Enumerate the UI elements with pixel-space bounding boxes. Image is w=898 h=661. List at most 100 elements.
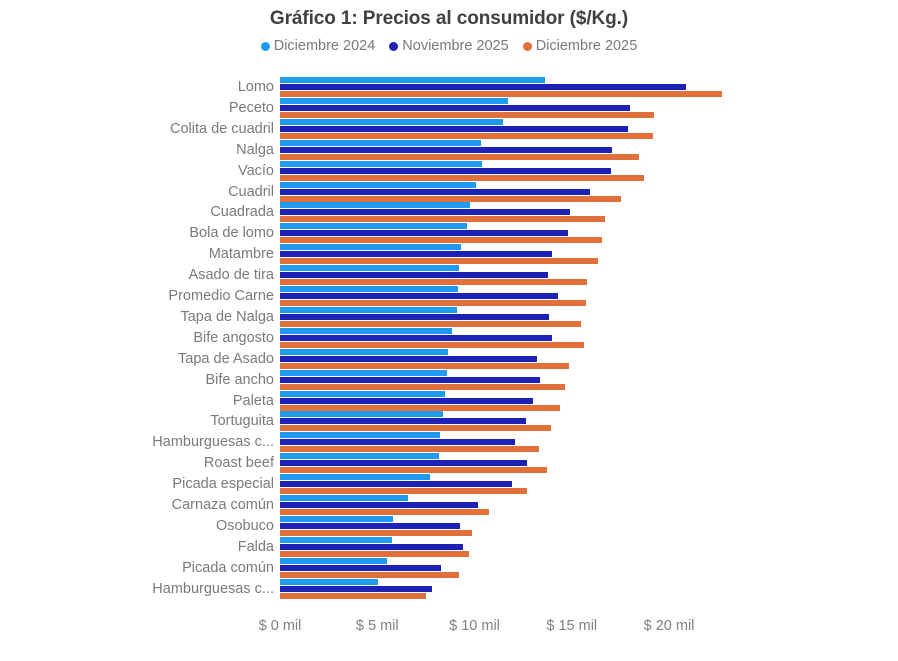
bar-2[interactable]	[280, 404, 561, 411]
chart-row: Picada especial	[0, 474, 898, 495]
chart-row: Cuadril	[0, 181, 898, 203]
bar-2[interactable]	[280, 111, 655, 118]
bar-0[interactable]	[280, 286, 458, 292]
bar-0[interactable]	[280, 202, 470, 209]
bar-2[interactable]	[280, 488, 527, 495]
bar-0[interactable]	[280, 432, 441, 439]
chart-row: Cuadrada	[0, 202, 898, 223]
bar-0[interactable]	[280, 390, 446, 397]
legend-item-2[interactable]: Diciembre 2025	[522, 38, 638, 54]
bar-1[interactable]	[280, 502, 479, 508]
bar-2[interactable]	[280, 91, 722, 97]
category-label: Picada especial	[172, 476, 274, 493]
category-label: Tortuguita	[210, 413, 274, 430]
bar-0[interactable]	[280, 97, 508, 104]
chart-legend: Diciembre 2024 Noviembre 2025 Diciembre 20…	[0, 38, 898, 54]
category-label: Falda	[237, 538, 274, 555]
bar-2[interactable]	[280, 279, 588, 286]
category-label: Asado de tira	[188, 267, 274, 284]
bar-0[interactable]	[280, 369, 448, 376]
bar-2[interactable]	[280, 529, 472, 536]
bar-0[interactable]	[280, 223, 467, 230]
bar-0[interactable]	[280, 557, 387, 564]
bar-1[interactable]	[280, 251, 553, 258]
bar-0[interactable]	[280, 244, 461, 251]
legend-swatch-icon	[260, 41, 270, 51]
chart-title: Gráfico 1: Precios al consumidor ($/Kg.)	[269, 8, 629, 29]
bar-0[interactable]	[280, 265, 459, 272]
chart-row: Promedio Carne	[0, 286, 898, 307]
category-label: Colita de cuadril	[170, 120, 274, 137]
bar-0[interactable]	[280, 160, 483, 167]
bar-2[interactable]	[280, 383, 565, 390]
bar-1[interactable]	[280, 209, 570, 216]
bar-2[interactable]	[280, 300, 587, 306]
bar-0[interactable]	[280, 474, 430, 481]
bar-1[interactable]	[280, 84, 686, 90]
bar-1[interactable]	[280, 293, 559, 299]
bar-2[interactable]	[280, 341, 585, 348]
category-label: Promedio Carne	[168, 288, 274, 304]
chart-row: Carnaza común	[0, 495, 898, 516]
bar-0[interactable]	[280, 327, 453, 334]
bar-0[interactable]	[280, 515, 393, 522]
legend-item-0[interactable]: Diciembre 2024	[260, 38, 376, 54]
bar-2[interactable]	[280, 425, 552, 432]
bar-2[interactable]	[280, 446, 539, 453]
bar-0[interactable]	[280, 77, 546, 83]
bar-0[interactable]	[280, 453, 440, 460]
legend-item-1[interactable]: Noviembre 2025	[389, 38, 509, 54]
bar-0[interactable]	[280, 306, 457, 313]
bar-2[interactable]	[280, 216, 605, 223]
legend-label: Diciembre 2025	[535, 38, 638, 54]
bar-2[interactable]	[280, 592, 426, 599]
bar-1[interactable]	[280, 188, 591, 195]
category-label: Bife ancho	[205, 371, 274, 388]
bar-0[interactable]	[280, 118, 503, 125]
bar-0[interactable]	[280, 536, 392, 543]
bar-1[interactable]	[280, 376, 540, 383]
bar-1[interactable]	[280, 481, 513, 488]
bar-0[interactable]	[280, 181, 477, 188]
bar-2[interactable]	[280, 509, 490, 515]
bar-1[interactable]	[280, 104, 631, 111]
bar-1[interactable]	[280, 460, 527, 467]
bar-1[interactable]	[280, 522, 460, 529]
legend-label: Diciembre 2024	[273, 38, 376, 54]
category-label: Picada común	[182, 559, 274, 576]
bar-1[interactable]	[280, 334, 553, 341]
bar-1[interactable]	[280, 543, 463, 550]
bar-2[interactable]	[280, 132, 654, 139]
bar-1[interactable]	[280, 439, 516, 446]
bar-2[interactable]	[280, 153, 639, 160]
bar-1[interactable]	[280, 564, 442, 571]
bar-0[interactable]	[280, 578, 379, 585]
bar-1[interactable]	[280, 418, 527, 425]
bar-0[interactable]	[280, 495, 409, 501]
bar-0[interactable]	[280, 139, 482, 146]
bar-1[interactable]	[280, 355, 537, 362]
bar-1[interactable]	[280, 313, 550, 320]
bar-1[interactable]	[280, 585, 432, 592]
bar-2[interactable]	[280, 174, 644, 181]
bar-2[interactable]	[280, 237, 602, 244]
x-tick-label: $ 5 mil	[355, 618, 399, 634]
bar-2[interactable]	[280, 362, 569, 369]
bar-2[interactable]	[280, 320, 582, 327]
bar-1[interactable]	[280, 230, 568, 237]
category-label: Paleta	[232, 392, 274, 409]
bar-1[interactable]	[280, 272, 549, 279]
bar-0[interactable]	[280, 348, 449, 355]
category-label: Cuadrada	[210, 204, 274, 221]
bar-1[interactable]	[280, 397, 533, 404]
bar-2[interactable]	[280, 195, 622, 202]
bar-2[interactable]	[280, 550, 469, 557]
bar-2[interactable]	[280, 571, 459, 578]
bar-1[interactable]	[280, 125, 629, 132]
bar-1[interactable]	[280, 146, 612, 153]
bar-2[interactable]	[280, 467, 548, 474]
bar-0[interactable]	[280, 411, 444, 418]
bar-2[interactable]	[280, 258, 598, 265]
x-tick-label: $ 20 mil	[643, 618, 695, 634]
bar-1[interactable]	[280, 167, 611, 174]
